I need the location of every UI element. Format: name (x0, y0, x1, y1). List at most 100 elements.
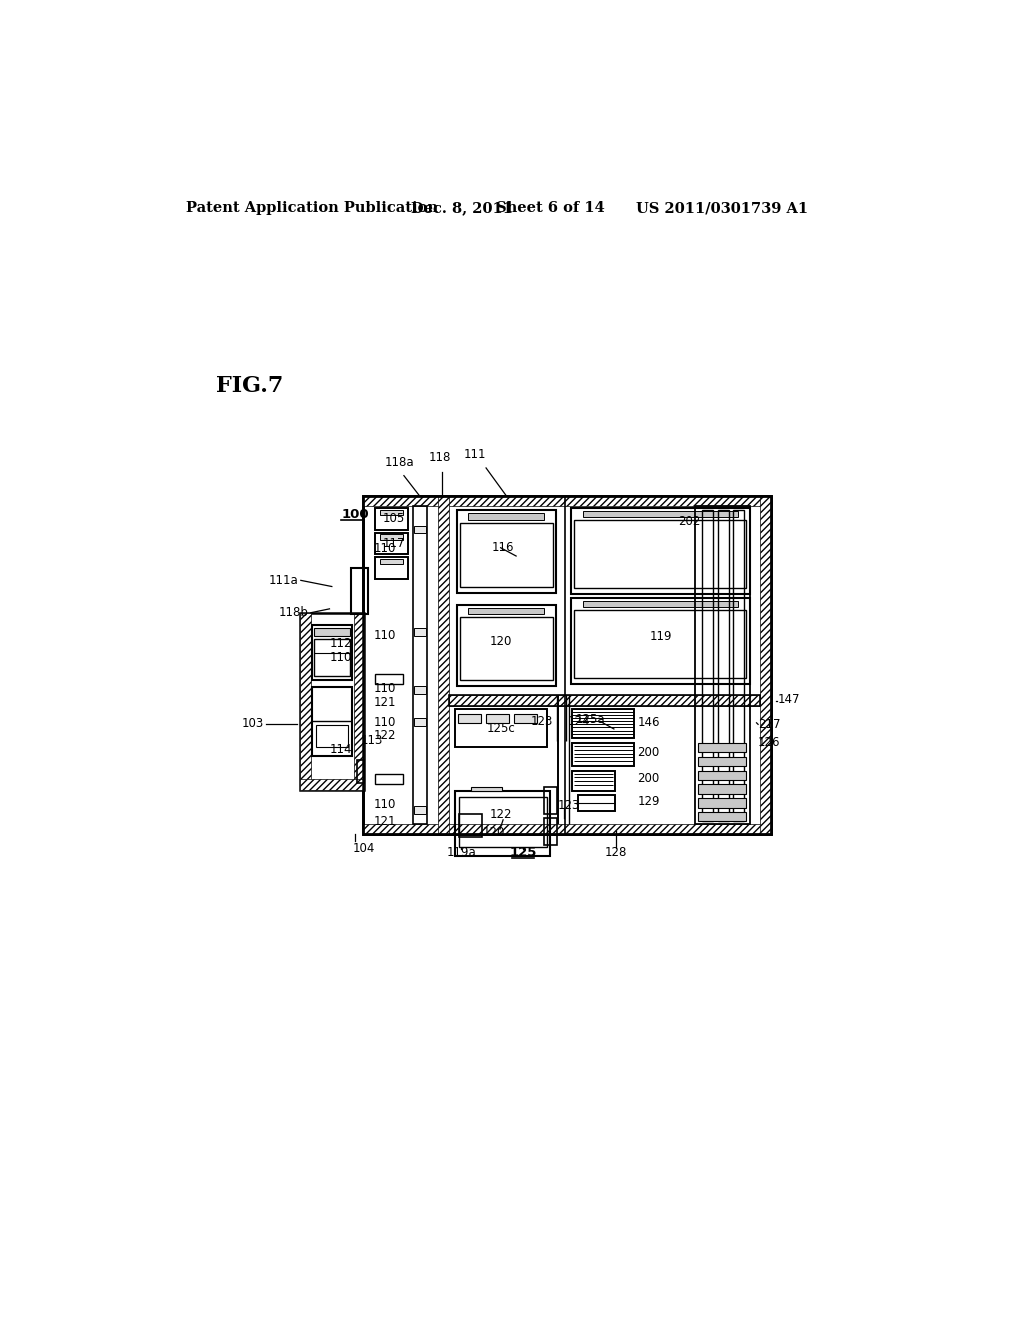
Bar (380, 510, 403, 515)
Text: 114: 114 (330, 743, 352, 756)
Bar (572, 743, 634, 766)
Bar (697, 771, 745, 780)
Text: 116: 116 (492, 541, 514, 554)
Text: 118b: 118b (279, 606, 308, 619)
Bar (697, 799, 745, 808)
Text: 110: 110 (374, 543, 396, 556)
Bar (414, 686, 426, 693)
Text: 126: 126 (758, 737, 780, 750)
Text: 104: 104 (352, 842, 375, 855)
Bar (414, 807, 426, 813)
Text: 124: 124 (567, 714, 590, 727)
Text: 117: 117 (383, 537, 406, 550)
Text: 110: 110 (330, 651, 352, 664)
Bar (572, 771, 614, 791)
Bar (514, 714, 538, 723)
Text: 121: 121 (374, 814, 396, 828)
Bar (697, 756, 745, 766)
Text: 120: 120 (482, 826, 505, 840)
Bar (455, 791, 550, 857)
Text: Patent Application Publication: Patent Application Publication (186, 202, 438, 215)
Bar (583, 511, 738, 517)
Bar (574, 520, 746, 589)
Bar (314, 628, 350, 636)
Text: 118: 118 (429, 451, 452, 465)
Bar (362, 496, 771, 507)
Bar (449, 696, 761, 706)
Text: 110: 110 (374, 682, 396, 696)
Text: 113: 113 (360, 734, 383, 747)
Bar (300, 612, 365, 789)
Text: 123: 123 (558, 800, 581, 813)
Text: 122: 122 (489, 808, 512, 821)
Bar (458, 714, 481, 723)
Bar (574, 610, 746, 678)
Bar (414, 718, 426, 726)
Bar (572, 709, 634, 738)
Bar (460, 523, 553, 587)
Text: 121: 121 (374, 696, 396, 709)
Text: 217: 217 (758, 718, 780, 731)
Bar (455, 709, 547, 747)
Bar (375, 774, 403, 784)
Text: 202: 202 (678, 515, 700, 528)
Text: 110: 110 (374, 717, 396, 730)
Bar (697, 743, 745, 752)
Bar (702, 510, 713, 821)
Bar (414, 525, 426, 533)
Text: 110: 110 (374, 797, 396, 810)
Bar (571, 508, 750, 594)
Bar (697, 784, 745, 793)
Bar (544, 787, 557, 813)
Text: FIG.7: FIG.7 (216, 375, 283, 396)
Text: 125c: 125c (486, 722, 515, 735)
Text: 123: 123 (531, 714, 554, 727)
Text: 100: 100 (341, 508, 369, 520)
Text: 111: 111 (464, 447, 486, 461)
Bar (471, 787, 502, 792)
Bar (380, 535, 403, 540)
Bar (583, 601, 738, 607)
Bar (414, 507, 427, 824)
Bar (300, 779, 365, 789)
Bar (414, 628, 426, 636)
Bar (697, 812, 745, 821)
Bar (468, 609, 544, 614)
Text: 105: 105 (383, 512, 404, 525)
Text: 200: 200 (637, 746, 659, 759)
Text: 110: 110 (374, 630, 396, 643)
Bar (457, 511, 556, 594)
Bar (459, 813, 482, 837)
Bar (457, 605, 556, 686)
Text: 125a: 125a (575, 713, 605, 726)
Bar (314, 639, 350, 676)
Bar (694, 507, 751, 824)
Text: 129: 129 (637, 795, 659, 808)
Bar (468, 513, 544, 520)
Bar (718, 510, 729, 821)
Text: Dec. 8, 2011: Dec. 8, 2011 (411, 202, 513, 215)
Text: 128: 128 (605, 846, 628, 859)
Bar (761, 496, 771, 834)
Bar (362, 824, 771, 834)
Bar (312, 686, 352, 756)
Text: 119: 119 (649, 631, 672, 643)
Bar (353, 612, 365, 789)
Text: 112: 112 (330, 638, 352, 649)
Bar (316, 725, 348, 747)
Text: 119a: 119a (446, 846, 476, 859)
Bar (486, 714, 509, 723)
Bar (733, 510, 744, 821)
Text: 118a: 118a (384, 455, 414, 469)
Bar (380, 558, 403, 564)
Bar (375, 557, 408, 578)
Bar (449, 696, 761, 706)
Bar (579, 795, 615, 810)
Bar (571, 598, 750, 684)
Bar (460, 618, 553, 680)
Text: 111a: 111a (268, 574, 299, 587)
Text: 125: 125 (510, 846, 537, 859)
Bar (300, 612, 311, 789)
Bar (459, 797, 547, 847)
Bar (362, 496, 771, 834)
